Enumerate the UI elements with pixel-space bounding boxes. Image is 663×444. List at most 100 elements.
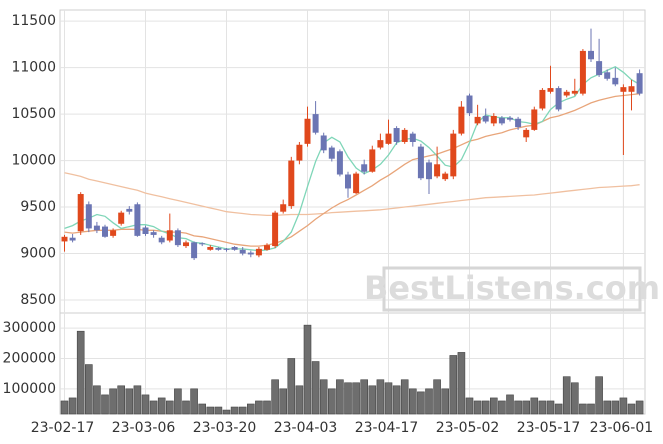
volume-bar — [157, 397, 166, 415]
candle-body — [336, 151, 343, 175]
candle-body — [61, 236, 68, 242]
candle-body — [134, 204, 141, 236]
candle-body — [166, 230, 173, 241]
volume-tick-label: 200000 — [3, 350, 56, 366]
volume-bar — [311, 361, 320, 415]
volume-bar — [166, 400, 174, 415]
candle-body — [102, 226, 108, 237]
volume-bar — [538, 400, 547, 415]
x-tick-label: 23-03-06 — [112, 420, 176, 436]
volume-bar — [174, 388, 182, 415]
volume-bar — [360, 379, 369, 415]
volume-bar — [579, 403, 587, 415]
candle-body — [110, 230, 117, 236]
volume-bar — [76, 330, 85, 415]
candle-body — [183, 242, 189, 247]
volume-bar — [417, 391, 425, 415]
volume-bar — [546, 400, 555, 415]
candle-body — [255, 248, 262, 256]
volume-bar — [441, 388, 450, 415]
volume-bar — [238, 406, 247, 415]
candle-body — [328, 147, 335, 159]
moving-average-line — [64, 65, 640, 252]
volume-bar — [327, 388, 336, 415]
candle-body — [482, 115, 489, 122]
candle-body — [174, 230, 181, 246]
candle-body — [239, 249, 246, 254]
candle-body — [507, 117, 513, 120]
candle-body — [207, 247, 214, 250]
volume-bar — [489, 397, 498, 415]
candle-body — [385, 133, 392, 144]
volume-bar — [376, 379, 385, 415]
candle-body — [409, 133, 416, 142]
volume-bar — [554, 403, 563, 415]
volume-bar — [60, 400, 69, 415]
candle-body — [490, 115, 497, 124]
x-tick-label: 23-04-17 — [355, 420, 419, 436]
volume-bar — [255, 400, 263, 415]
volume-bar — [125, 388, 134, 415]
y-tick-label: 9000 — [20, 246, 56, 262]
volume-bar — [465, 397, 474, 415]
x-tick-label: 23-03-20 — [193, 420, 257, 436]
candle-body — [612, 77, 619, 85]
candle-body — [320, 135, 327, 151]
candle-body — [142, 227, 149, 234]
candle-body — [539, 89, 546, 109]
candle-body — [498, 117, 505, 124]
candle-body — [118, 212, 125, 224]
volume-bar — [295, 385, 304, 415]
volume-bar — [206, 406, 215, 415]
y-tick-label: 11000 — [11, 60, 56, 76]
candle-body — [563, 91, 570, 96]
candle-body — [158, 237, 165, 243]
candle-body — [345, 174, 351, 189]
y-tick-label: 10000 — [11, 153, 56, 169]
candle-body — [555, 88, 562, 110]
candle-body — [288, 160, 295, 207]
candle-body — [547, 88, 554, 92]
volume-bar — [230, 406, 239, 415]
y-tick-label: 9500 — [20, 199, 56, 215]
volume-bar — [68, 397, 77, 415]
volume-bar — [425, 388, 433, 415]
candle-body — [304, 118, 311, 144]
x-tick-label: 23-04-03 — [274, 420, 338, 436]
volume-bar — [514, 400, 522, 415]
x-tick-label: 23-05-02 — [436, 420, 500, 436]
volume-bar — [222, 409, 231, 415]
candle-body — [442, 173, 449, 180]
candle-body — [531, 109, 538, 130]
x-tick-label: 23-06-01 — [590, 420, 654, 436]
volume-bar — [263, 400, 271, 415]
volume-bar — [336, 379, 344, 415]
candle-body — [369, 149, 376, 172]
candle-body — [199, 243, 206, 245]
candle-body — [636, 73, 643, 94]
candle-body — [77, 194, 84, 232]
volume-bar — [384, 382, 393, 415]
candle-body — [126, 208, 133, 212]
candle-body — [604, 72, 611, 79]
volume-bar — [635, 400, 644, 415]
volume-bar — [287, 358, 296, 415]
candle-body — [231, 247, 238, 250]
candle-body — [377, 140, 384, 148]
volume-bar — [214, 406, 223, 415]
volume-bar — [271, 379, 279, 415]
y-tick-label: 8500 — [20, 292, 56, 308]
watermark-text: BestListens.com — [364, 269, 660, 307]
volume-bar — [279, 388, 288, 415]
volume-bar — [93, 385, 101, 415]
volume-bar — [498, 400, 506, 415]
candle-body — [272, 212, 279, 247]
volume-bar — [400, 379, 409, 415]
candle-body — [579, 50, 586, 94]
volume-bar — [85, 364, 93, 415]
volume-bar — [408, 388, 417, 415]
volume-bar — [303, 324, 312, 415]
volume-bar — [368, 385, 377, 415]
volume-bar — [133, 385, 142, 415]
